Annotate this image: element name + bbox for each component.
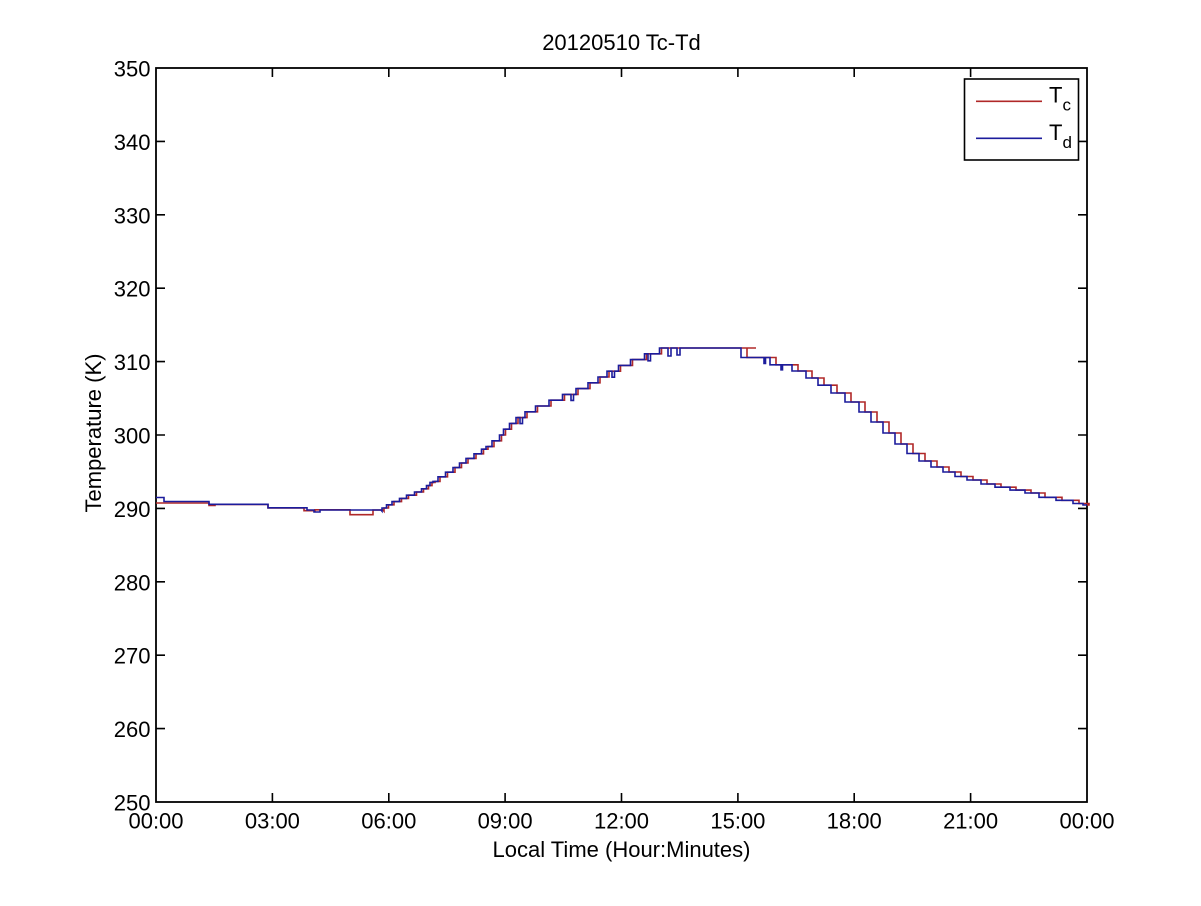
svg-text:03:00: 03:00: [245, 809, 300, 834]
svg-text:300: 300: [114, 424, 151, 449]
svg-text:310: 310: [114, 350, 151, 375]
svg-text:00:00: 00:00: [1059, 809, 1114, 834]
svg-text:250: 250: [114, 791, 151, 816]
svg-text:20120510 Tc-Td: 20120510 Tc-Td: [542, 30, 701, 55]
svg-text:06:00: 06:00: [361, 809, 416, 834]
svg-text:12:00: 12:00: [594, 809, 649, 834]
svg-text:09:00: 09:00: [478, 809, 533, 834]
svg-text:18:00: 18:00: [827, 809, 882, 834]
svg-text:320: 320: [114, 277, 151, 302]
svg-text:Temperature (K): Temperature (K): [81, 354, 106, 513]
svg-text:00:00: 00:00: [128, 809, 183, 834]
svg-text:Local Time (Hour:Minutes): Local Time (Hour:Minutes): [493, 837, 751, 862]
svg-text:290: 290: [114, 497, 151, 522]
svg-text:21:00: 21:00: [943, 809, 998, 834]
svg-text:270: 270: [114, 644, 151, 669]
svg-text:15:00: 15:00: [710, 809, 765, 834]
svg-text:280: 280: [114, 570, 151, 595]
svg-text:330: 330: [114, 203, 151, 228]
svg-text:260: 260: [114, 717, 151, 742]
svg-text:350: 350: [114, 57, 151, 82]
svg-text:340: 340: [114, 130, 151, 155]
